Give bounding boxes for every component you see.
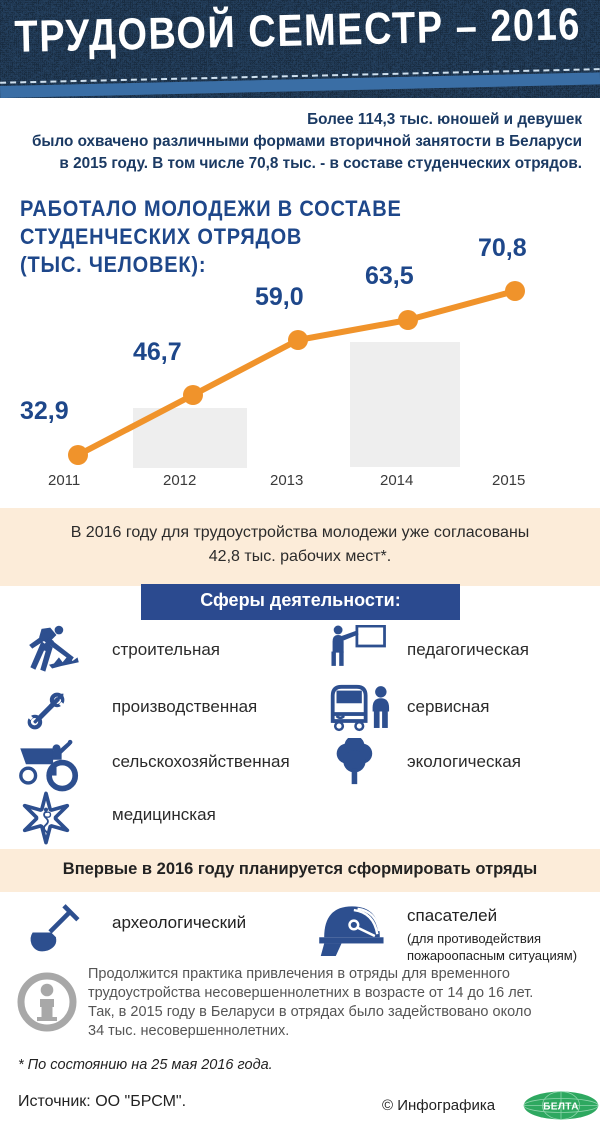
svg-text:БЕЛТА: БЕЛТА [543,1101,579,1112]
